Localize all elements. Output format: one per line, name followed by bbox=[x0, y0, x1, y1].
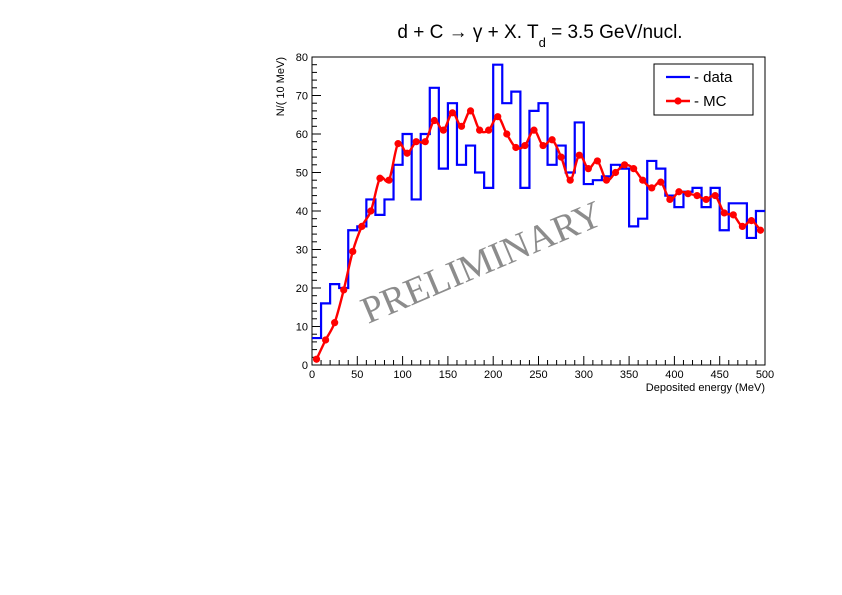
mc-point bbox=[321, 336, 330, 344]
mc-point bbox=[394, 140, 402, 148]
mc-point bbox=[675, 188, 683, 196]
mc-point bbox=[584, 165, 592, 173]
mc-point bbox=[340, 286, 348, 294]
mc-point bbox=[530, 126, 538, 134]
mc-point bbox=[620, 161, 629, 169]
mc-point bbox=[539, 141, 547, 150]
plot-area: 0 50 100 150 200 250 300 350 400 450 500 0 10 20 30 40 5… bbox=[275, 22, 774, 394]
mc-point bbox=[457, 122, 466, 130]
y-tick-label: 10 bbox=[296, 322, 308, 334]
y-tick-label: 0 bbox=[302, 360, 308, 372]
preliminary-watermark: PRELIMINARY bbox=[355, 193, 609, 332]
data-histogram bbox=[312, 63, 765, 340]
x-tick-label: 0 bbox=[309, 369, 315, 381]
x-tick-label: 150 bbox=[439, 369, 457, 381]
mc-point bbox=[494, 113, 502, 121]
mc-point bbox=[439, 126, 447, 134]
mc-point bbox=[557, 153, 565, 161]
x-tick-label: 50 bbox=[351, 369, 363, 381]
mc-point bbox=[421, 138, 429, 146]
mc-point bbox=[403, 149, 411, 157]
mc-point bbox=[729, 211, 737, 219]
mc-point bbox=[448, 109, 457, 117]
mc-point bbox=[738, 222, 746, 230]
chart-title-subscript: d bbox=[539, 35, 546, 50]
mc-point bbox=[331, 319, 339, 327]
legend-mc-marker bbox=[674, 97, 682, 105]
mc-point bbox=[593, 157, 601, 165]
mc-point bbox=[566, 176, 574, 184]
x-tick-label: 400 bbox=[665, 369, 683, 381]
mc-point bbox=[466, 107, 475, 115]
mc-point bbox=[693, 192, 701, 200]
mc-point bbox=[548, 136, 556, 144]
mc-point bbox=[648, 184, 656, 192]
x-tick-label: 200 bbox=[484, 369, 502, 381]
mc-point bbox=[657, 178, 665, 186]
y-tick-label: 40 bbox=[296, 206, 308, 218]
mc-point bbox=[367, 207, 375, 215]
x-tick-label: 500 bbox=[756, 369, 774, 381]
mc-point bbox=[630, 165, 638, 173]
y-tick-label: 50 bbox=[296, 168, 308, 180]
mc-point bbox=[376, 174, 384, 182]
mc-point bbox=[702, 195, 710, 204]
chart-title: d + C → γ + X. Td = 3.5 GeV/nucl. bbox=[397, 22, 682, 50]
y-tick-label: 70 bbox=[296, 91, 308, 103]
y-tick-label: 80 bbox=[296, 52, 308, 64]
mc-point bbox=[349, 247, 357, 256]
legend-box bbox=[653, 63, 754, 116]
y-tick-label: 60 bbox=[296, 129, 308, 141]
mc-point bbox=[312, 355, 321, 363]
chart-title-main: d + C → γ + X. T bbox=[397, 22, 539, 43]
mc-point bbox=[666, 195, 674, 204]
mc-point bbox=[684, 190, 692, 198]
x-tick-label: 350 bbox=[620, 369, 638, 381]
mc-point bbox=[611, 168, 620, 177]
mc-point bbox=[711, 192, 719, 200]
x-tick-label: 300 bbox=[575, 369, 593, 381]
mc-point bbox=[476, 126, 484, 134]
mc-point bbox=[602, 176, 611, 184]
mc-point bbox=[575, 151, 583, 159]
mc-point bbox=[521, 141, 529, 150]
mc-point bbox=[747, 217, 756, 225]
mc-point bbox=[512, 143, 520, 152]
mc-point bbox=[756, 226, 765, 234]
mc-point bbox=[720, 209, 728, 217]
x-tick-label: 250 bbox=[529, 369, 547, 381]
x-axis-label: Deposited energy (MeV) bbox=[646, 382, 765, 394]
x-tick-label: 100 bbox=[393, 369, 411, 381]
x-tick-label: 450 bbox=[711, 369, 729, 381]
mc-point bbox=[485, 126, 493, 134]
legend-mc-label: - MC bbox=[694, 93, 727, 110]
y-axis-label: N/( 10 MeV) bbox=[275, 57, 287, 116]
mc-point bbox=[430, 116, 438, 125]
mc-point bbox=[639, 176, 647, 184]
mc-point bbox=[412, 138, 420, 146]
chart-title-rest: = 3.5 GeV/nucl. bbox=[546, 22, 683, 43]
mc-point bbox=[385, 176, 393, 184]
y-tick-label: 20 bbox=[296, 283, 308, 295]
mc-point bbox=[503, 130, 511, 138]
legend-data-label: - data bbox=[694, 69, 733, 86]
mc-point bbox=[358, 222, 366, 230]
y-tick-label: 30 bbox=[296, 245, 308, 257]
